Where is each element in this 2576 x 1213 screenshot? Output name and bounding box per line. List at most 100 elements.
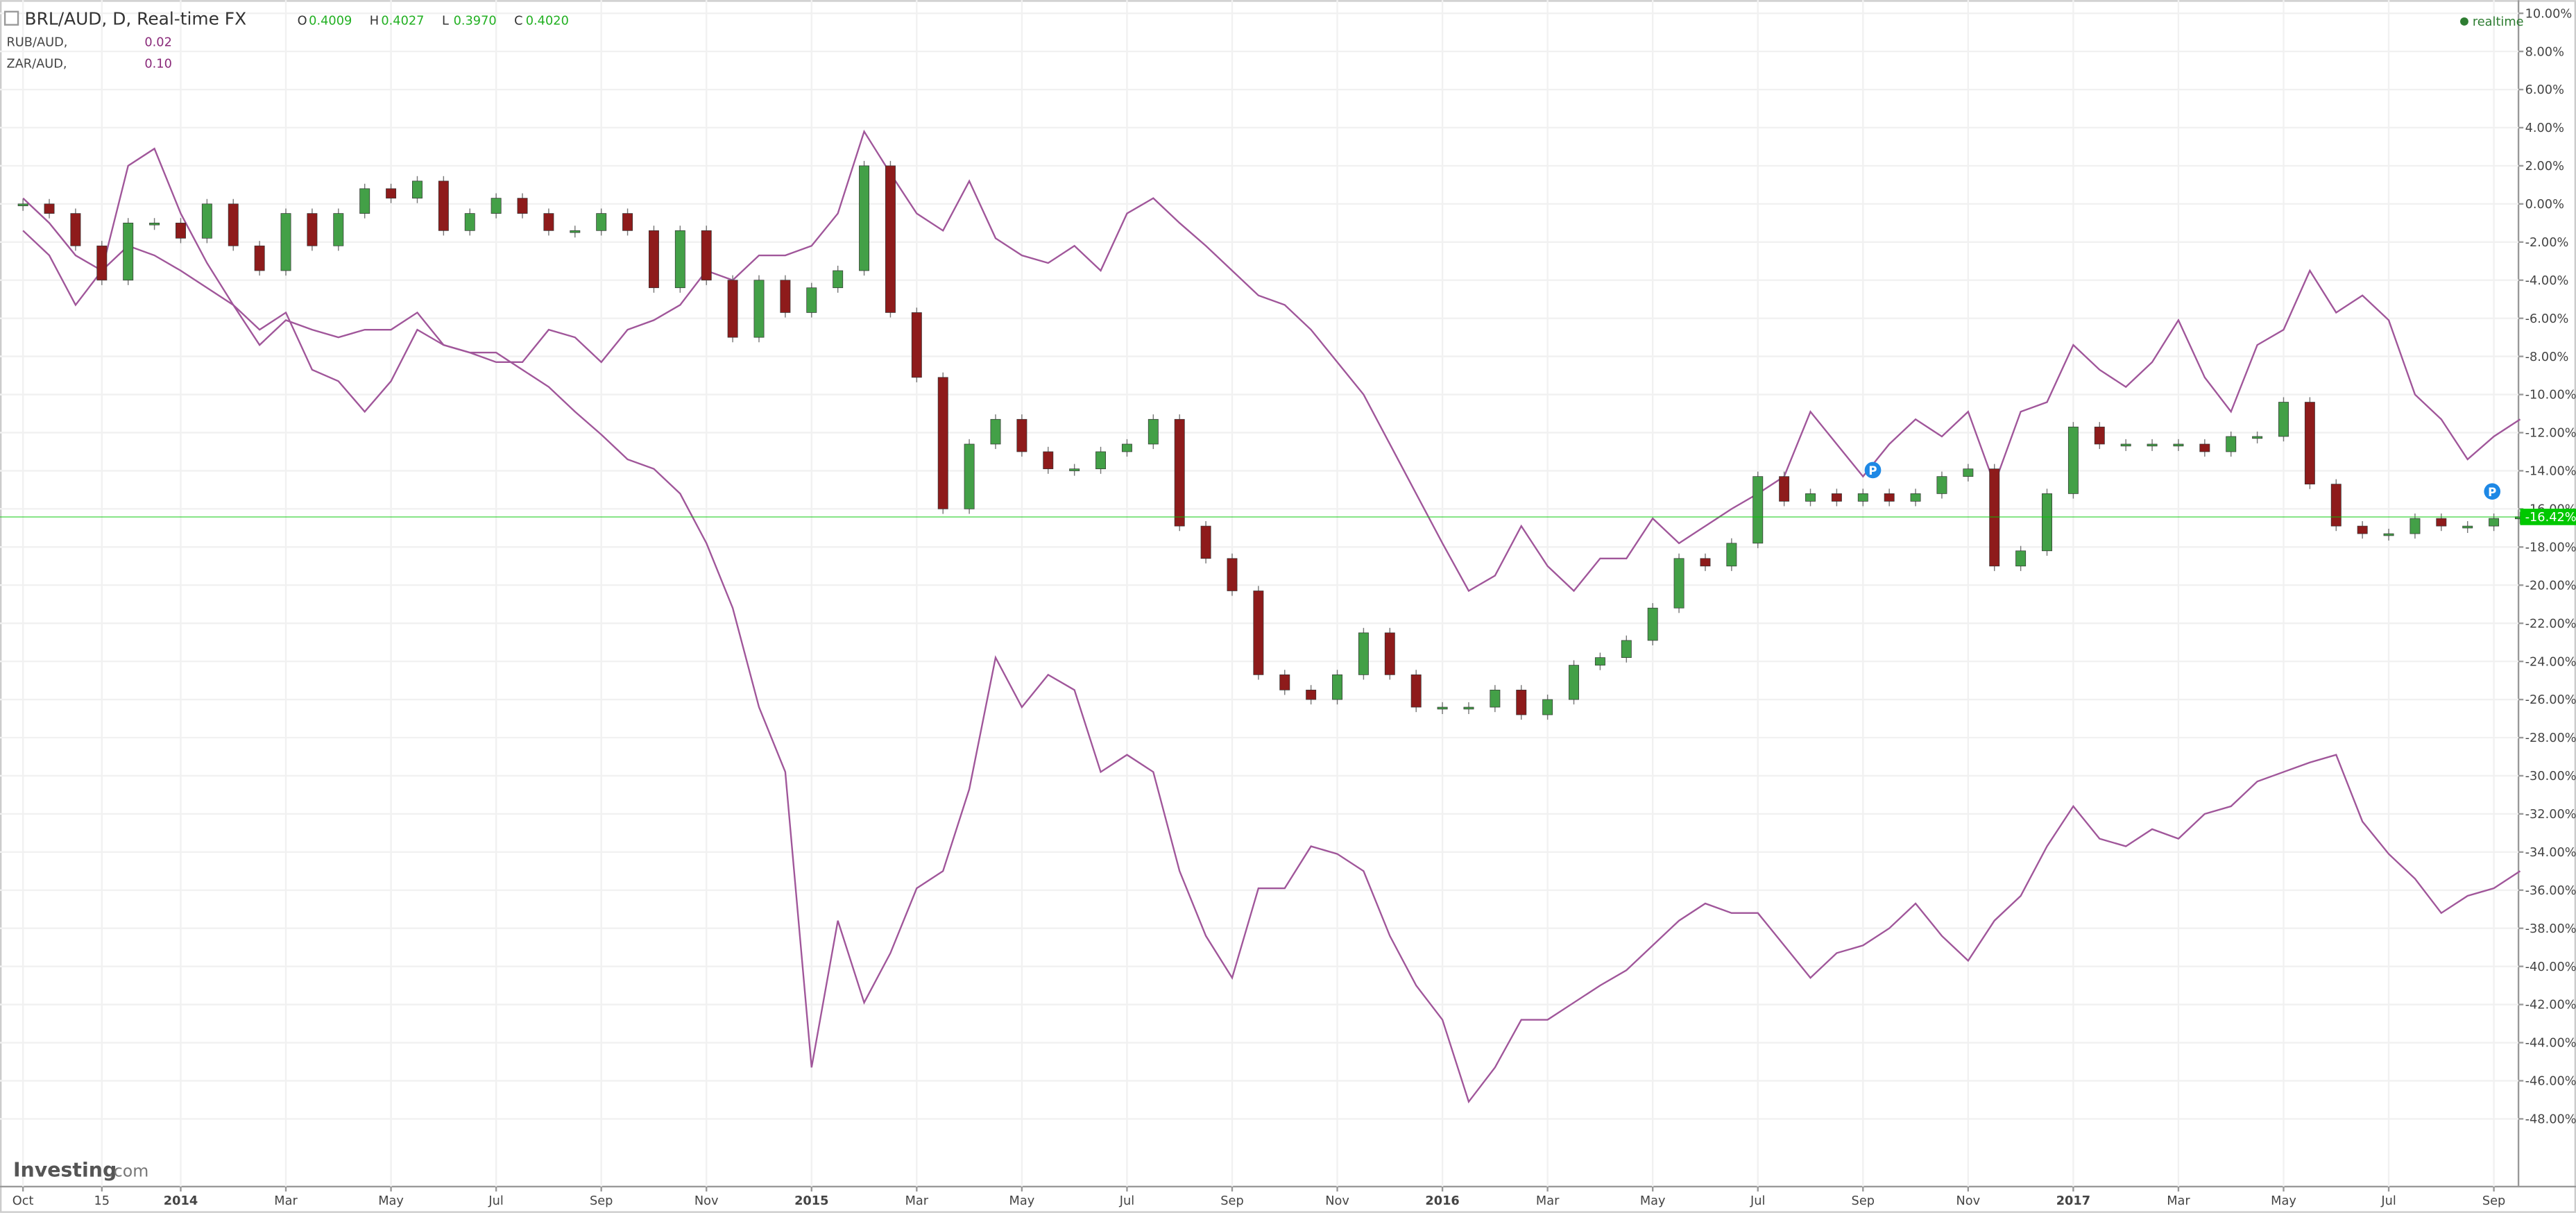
candle	[2462, 525, 2473, 529]
ohlc-key: H	[370, 15, 379, 28]
candle	[280, 213, 291, 271]
candle	[1227, 558, 1238, 591]
candle	[1884, 493, 1895, 502]
candle	[2067, 426, 2079, 494]
candle	[1569, 665, 1579, 700]
x-tick-label: Jul	[1750, 1194, 1765, 1208]
x-tick-label: 2014	[164, 1194, 198, 1208]
candle	[386, 188, 397, 198]
candle	[2226, 436, 2237, 452]
candle	[2304, 402, 2315, 485]
candle	[491, 198, 502, 214]
candle	[753, 280, 765, 338]
candle	[622, 213, 633, 231]
x-tick-label: Sep	[590, 1194, 613, 1208]
candle	[201, 203, 212, 239]
series-line	[22, 197, 2521, 1104]
y-tick-label: -14.00%	[2525, 465, 2576, 479]
y-tick-label: -28.00%	[2525, 731, 2576, 745]
candle	[1700, 558, 1711, 567]
ohlc: O 0.4009 H 0.4027 L 0.3970 C 0.4020	[298, 15, 569, 28]
candle	[2436, 518, 2447, 527]
candle	[2330, 484, 2342, 527]
y-tick-label: -10.00%	[2525, 389, 2576, 402]
ohlc-value: 0.4027	[381, 15, 424, 28]
candle	[701, 230, 712, 281]
candle	[149, 222, 160, 226]
candle	[2199, 443, 2210, 452]
candle	[2042, 493, 2052, 552]
candle	[1936, 476, 1947, 494]
candle	[937, 377, 948, 509]
candle	[254, 245, 265, 271]
legend-value: 0.02	[144, 36, 172, 50]
candle	[2094, 426, 2105, 445]
candle	[359, 188, 370, 214]
event-marker-label: P	[2488, 486, 2496, 499]
ohlc-value: 0.3970	[454, 15, 497, 28]
x-tick-label: May	[1640, 1194, 1666, 1208]
candle	[1043, 451, 1054, 470]
candle	[1752, 476, 1764, 544]
ohlc-key: L	[442, 15, 449, 28]
candle	[833, 270, 844, 289]
y-tick-label: -26.00%	[2525, 693, 2576, 707]
y-tick-label: -42.00%	[2525, 999, 2576, 1012]
candle	[2409, 518, 2421, 534]
ohlc-value: 0.4009	[309, 15, 352, 28]
y-tick-label: 6.00%	[2525, 83, 2564, 97]
y-tick-label: -20.00%	[2525, 579, 2576, 593]
y-tick-label: -36.00%	[2525, 884, 2576, 898]
x-tick-label: Nov	[1325, 1194, 1349, 1208]
watermark: .com	[108, 1162, 148, 1181]
event-marker-label: P	[1868, 464, 1877, 477]
y-tick-label: -8.00%	[2525, 350, 2569, 364]
event-marker	[1864, 461, 1882, 479]
y-tick-label: 10.00%	[2525, 7, 2573, 21]
candle	[570, 230, 581, 233]
candle	[1805, 493, 1816, 502]
y-tick-label: -6.00%	[2525, 312, 2569, 326]
candle	[543, 213, 554, 231]
x-tick-label: Mar	[274, 1194, 298, 1208]
x-tick-label: Mar	[905, 1194, 929, 1208]
candle	[780, 280, 791, 313]
x-tick-label: Jul	[1119, 1194, 1134, 1208]
candle	[2489, 518, 2500, 527]
candle	[1174, 418, 1185, 527]
candle	[123, 222, 134, 281]
candle	[885, 165, 896, 313]
legend-entry: RUB/AUD,	[6, 36, 67, 50]
candle	[2120, 443, 2131, 447]
candle	[70, 213, 81, 246]
candle	[2383, 533, 2394, 536]
candle	[674, 230, 685, 289]
candle	[176, 222, 186, 239]
current-label-bg	[2520, 509, 2576, 525]
candle	[17, 203, 28, 207]
collapse-icon[interactable]	[3, 10, 19, 26]
y-tick-label: -32.00%	[2525, 808, 2576, 822]
current-label: -16.42%	[2525, 511, 2576, 525]
y-tick-label: -44.00%	[2525, 1037, 2576, 1051]
candle	[1384, 632, 1395, 675]
candle	[1253, 591, 1264, 675]
y-tick-label: -18.00%	[2525, 541, 2576, 554]
x-tick-label: 2017	[2056, 1194, 2090, 1208]
ohlc-key: O	[298, 15, 307, 28]
x-tick-label: 2016	[1425, 1194, 1459, 1208]
candle	[2015, 550, 2027, 567]
candle	[517, 198, 528, 214]
candle	[964, 443, 975, 509]
candle	[1016, 418, 1027, 452]
candle	[1726, 543, 1737, 567]
candle	[464, 213, 475, 231]
x-tick-label: Sep	[1852, 1194, 1875, 1208]
candle	[1279, 674, 1290, 690]
candle	[1831, 493, 1842, 502]
candle	[1542, 699, 1553, 715]
candle	[1437, 706, 1448, 710]
x-tick-label: 2015	[794, 1194, 828, 1208]
candle	[2173, 443, 2184, 447]
